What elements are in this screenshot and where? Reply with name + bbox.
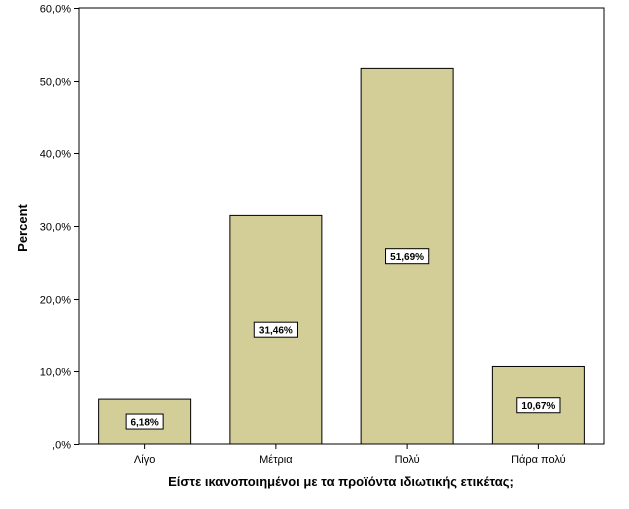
data-label: 6,18% — [130, 418, 158, 429]
x-axis-title: Είστε ικανοποιημένοι με τα προϊόντα ιδιω… — [168, 474, 514, 489]
y-tick-label: 20,0% — [40, 295, 71, 307]
x-tick-label: Μέτρια — [259, 454, 293, 466]
y-tick-label: 50,0% — [40, 77, 71, 89]
data-label-box — [125, 413, 164, 430]
y-tick-label: ,0% — [52, 440, 71, 452]
data-label: 31,46% — [259, 326, 293, 337]
data-label: 10,67% — [521, 401, 555, 412]
data-label: 51,69% — [390, 252, 424, 263]
y-axis-title: Percent — [15, 203, 30, 251]
y-tick-label: 40,0% — [40, 149, 71, 161]
x-tick-label: Πάρα πολύ — [511, 454, 566, 466]
y-tick-label: 30,0% — [40, 222, 71, 234]
x-tick-label: Πολύ — [395, 454, 420, 466]
y-tick-label: 10,0% — [40, 367, 71, 379]
x-tick-label: Λίγο — [134, 454, 155, 466]
data-label-box — [516, 397, 561, 414]
y-tick-label: 60,0% — [40, 4, 71, 16]
data-label-box — [385, 248, 430, 265]
data-label-box — [253, 321, 298, 338]
